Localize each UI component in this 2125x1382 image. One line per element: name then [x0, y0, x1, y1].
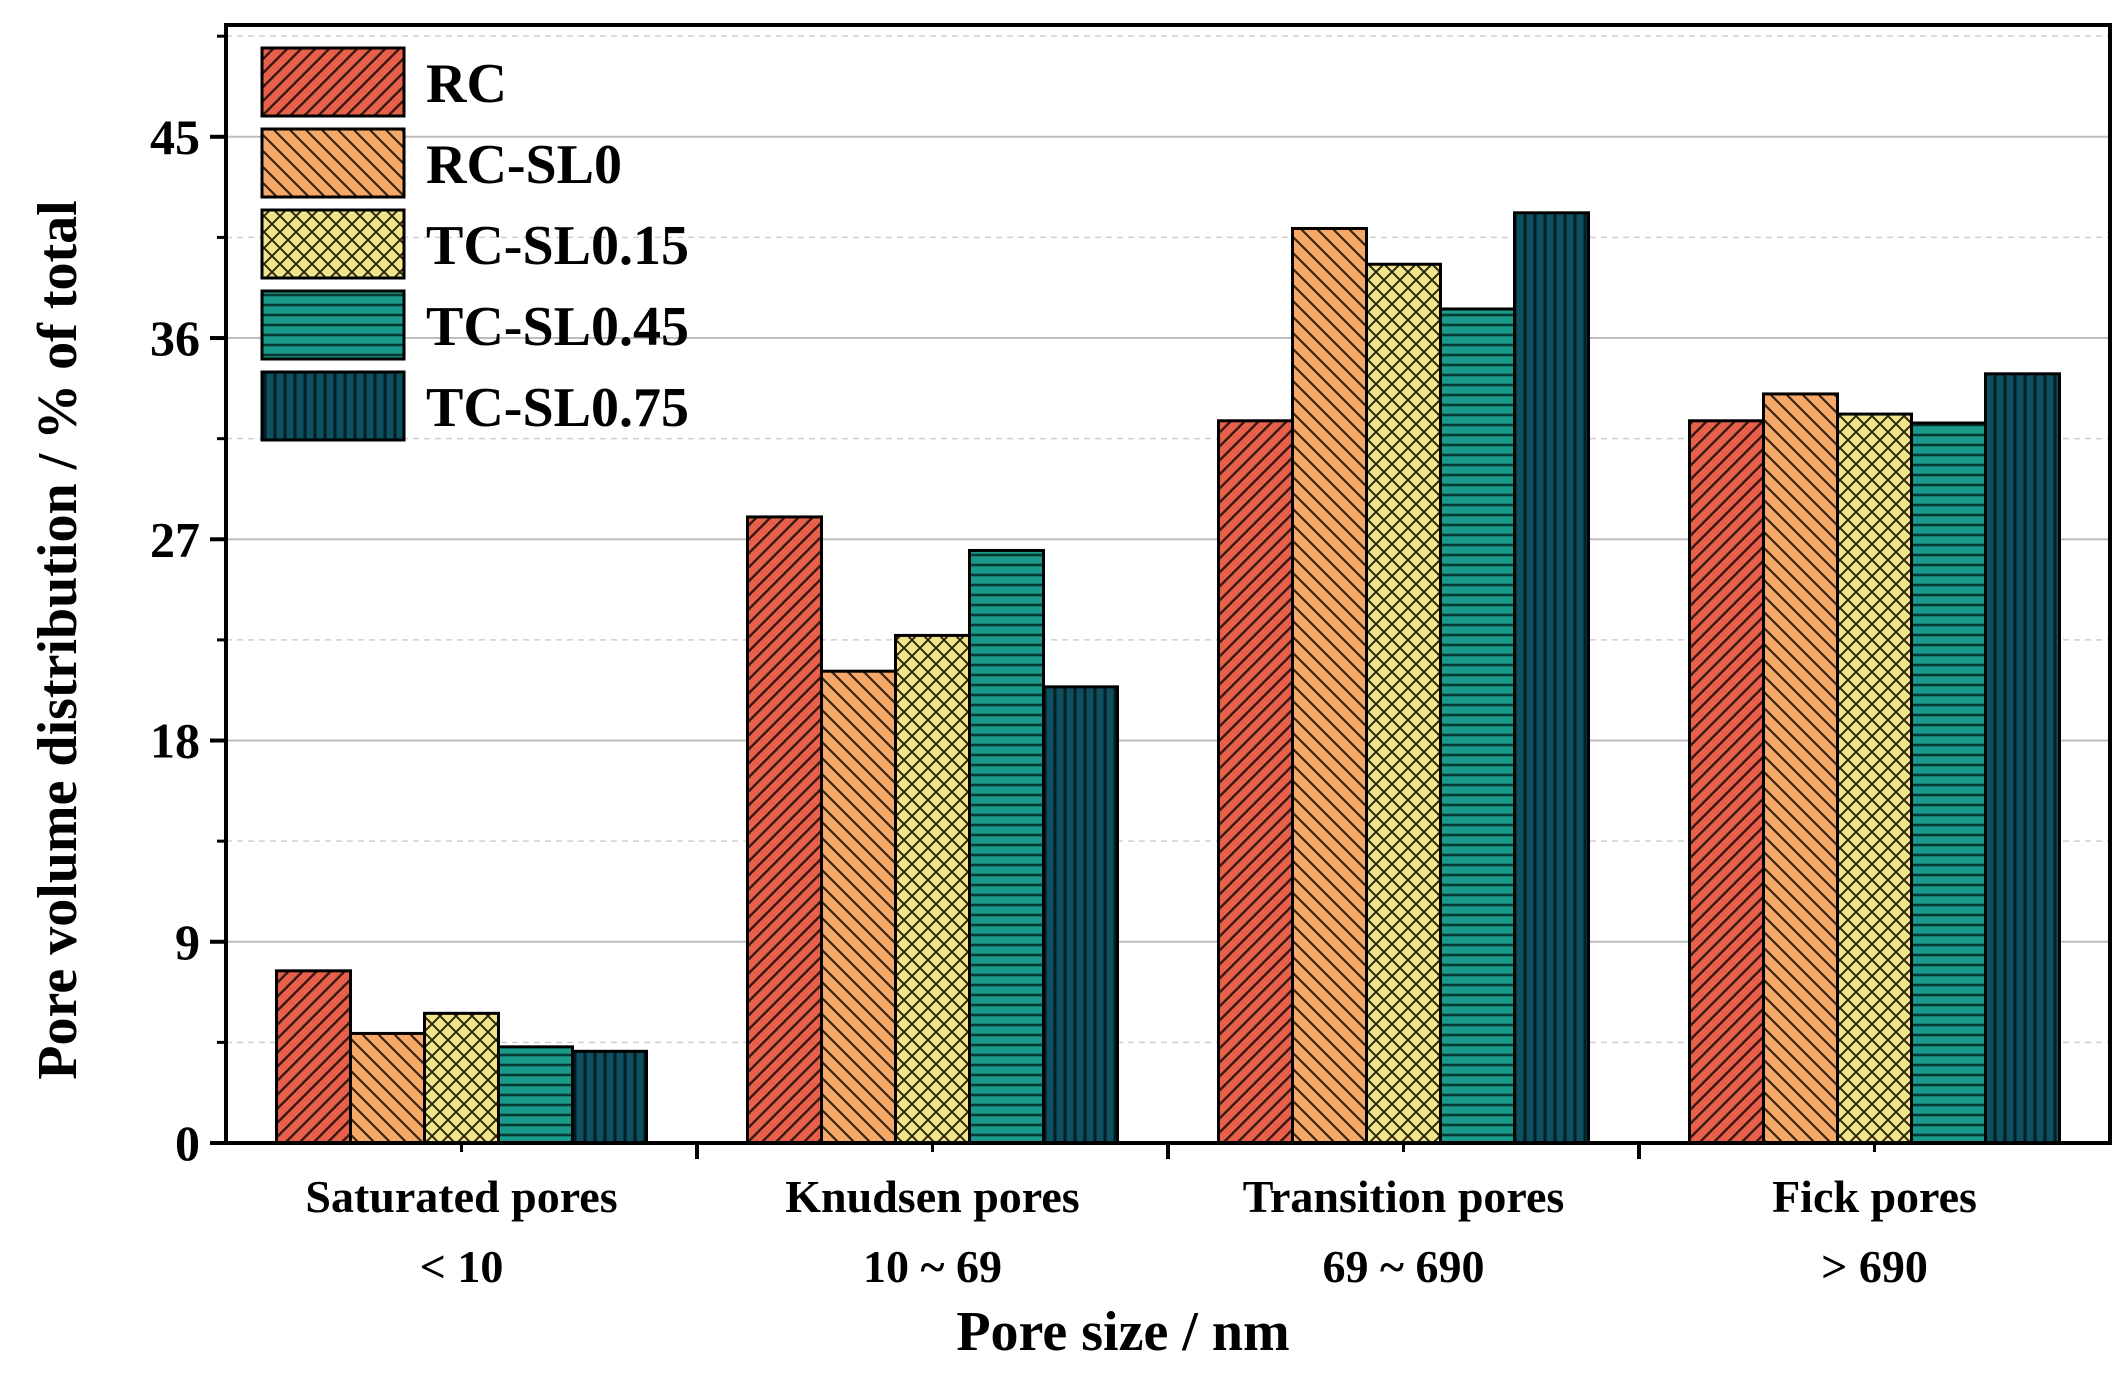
x-category-range: < 10 — [420, 1241, 504, 1292]
legend-label: TC-SL0.15 — [426, 215, 689, 277]
y-axis-title: Pore volume distribution / % of total — [27, 200, 89, 1079]
axis-ticks — [210, 34, 1876, 1159]
y-tick-label: 0 — [175, 1115, 200, 1171]
x-category-label: Fick pores — [1772, 1171, 1977, 1222]
bar-rc-sl0 — [1291, 226, 1368, 1145]
bar-tc-sl0-15 — [1365, 262, 1442, 1145]
bar-tc-sl0-75 — [1042, 685, 1119, 1145]
bar-tc-sl0-15 — [894, 633, 971, 1145]
x-category-label: Saturated pores — [305, 1171, 617, 1222]
legend-swatch — [260, 46, 406, 118]
legend-swatch — [260, 208, 406, 280]
legend-swatch — [260, 289, 406, 361]
y-tick-label: 9 — [175, 914, 200, 970]
bar-tc-sl0-45 — [1910, 421, 1987, 1145]
legend-swatch — [260, 127, 406, 199]
x-category-range: 69 ~ 690 — [1323, 1241, 1485, 1292]
x-category-label: Knudsen pores — [785, 1171, 1079, 1222]
y-tick-label: 27 — [150, 511, 200, 567]
legend-label: TC-SL0.45 — [426, 296, 689, 358]
bar-tc-sl0-15 — [423, 1011, 500, 1145]
y-tick-label: 18 — [150, 713, 200, 769]
legend-label: RC-SL0 — [426, 134, 622, 196]
legend-swatch — [260, 370, 406, 442]
legend-label: TC-SL0.75 — [426, 377, 689, 439]
bar-tc-sl0-75 — [571, 1049, 648, 1145]
bar-rc — [1688, 419, 1765, 1145]
legend: RC RC-SL0 TC-SL0.15 TC-SL0.45 TC-SL0.75 — [260, 46, 689, 442]
x-category-range: 10 ~ 69 — [863, 1241, 1002, 1292]
bar-tc-sl0-75 — [1513, 211, 1590, 1145]
bar-tc-sl0-45 — [1439, 307, 1516, 1145]
legend-label: RC — [426, 53, 507, 115]
bar-rc-sl0 — [820, 669, 897, 1145]
y-tick-label: 45 — [150, 109, 200, 165]
x-category-range: > 690 — [1821, 1241, 1928, 1292]
bar-rc-sl0 — [1762, 392, 1839, 1145]
bar-tc-sl0-45 — [497, 1045, 574, 1145]
bar-rc-sl0 — [349, 1031, 426, 1145]
bar-tc-sl0-75 — [1984, 372, 2061, 1145]
bar-tc-sl0-15 — [1836, 412, 1913, 1145]
bars — [275, 211, 2061, 1145]
bar-tc-sl0-45 — [968, 548, 1045, 1145]
y-tick-label: 36 — [150, 310, 200, 366]
bar-rc — [746, 515, 823, 1145]
x-category-label: Transition pores — [1243, 1171, 1565, 1222]
axis-labels: 0 9 18 27 36 45 Saturated pores < 10 Knudsen por… — [150, 109, 1977, 1292]
bar-rc — [1217, 419, 1294, 1145]
bar-rc — [275, 969, 352, 1145]
gridlines — [226, 35, 2110, 1044]
x-axis-title: Pore size / nm — [956, 1301, 1289, 1363]
